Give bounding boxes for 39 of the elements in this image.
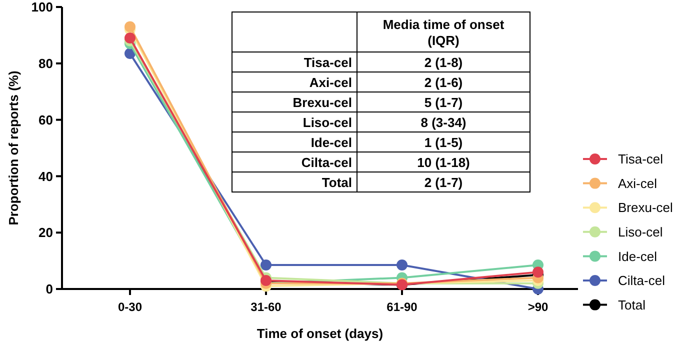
y-tick-label: 80 (38, 56, 53, 71)
legend-label: Cilta-cel (618, 273, 666, 288)
x-tick-label: 0-30 (118, 300, 142, 314)
annotation: 2 (1-7) (424, 175, 463, 190)
x-axis-title: Time of onset (days) (256, 326, 384, 341)
point (396, 260, 408, 271)
annotation: Ide-cel (310, 135, 352, 150)
annotation: 8 (3-34) (420, 115, 466, 130)
annotation: Tisa-cel (304, 55, 352, 70)
y-axis-title: Proportion of reports (%) (6, 70, 21, 226)
y-tick-label: 60 (38, 112, 53, 128)
annotation: Liso-cel (302, 115, 352, 130)
point (124, 21, 136, 32)
legend-label: Liso-cel (618, 224, 663, 240)
point (532, 266, 544, 278)
annotation: Total (322, 175, 352, 190)
y-tick-label: 20 (38, 225, 53, 240)
annotation: Brexu-cel (292, 95, 352, 110)
annotation: 5 (1-7) (424, 95, 463, 110)
legend-label: Axi-cel (618, 176, 658, 191)
annotation: 2 (1-6) (424, 75, 463, 90)
legend-label: Ide-cel (618, 248, 658, 264)
annotation: 1 (1-5) (424, 135, 463, 150)
legend-label: Total (618, 297, 646, 312)
annotation: Axi-cel (309, 75, 352, 90)
annotation: 2 (1-8) (424, 55, 463, 70)
x-tick-label: >90 (528, 300, 548, 314)
y-tick-label: 100 (31, 0, 53, 15)
legend-label: Brexu-cel (618, 200, 674, 216)
legend-label: Tisa-cel (618, 152, 664, 167)
x-tick-label: 61-90 (386, 300, 418, 314)
y-tick-label: 40 (38, 168, 53, 184)
point (124, 32, 136, 44)
annotation: Media time of onset (IQR) (382, 17, 505, 48)
y-tick-label: 0 (46, 282, 53, 297)
annotation: Cilta-cel (301, 155, 352, 170)
point (260, 260, 272, 271)
x-tick-label: 31-60 (250, 300, 282, 314)
annotation: 10 (1-18) (417, 155, 470, 170)
